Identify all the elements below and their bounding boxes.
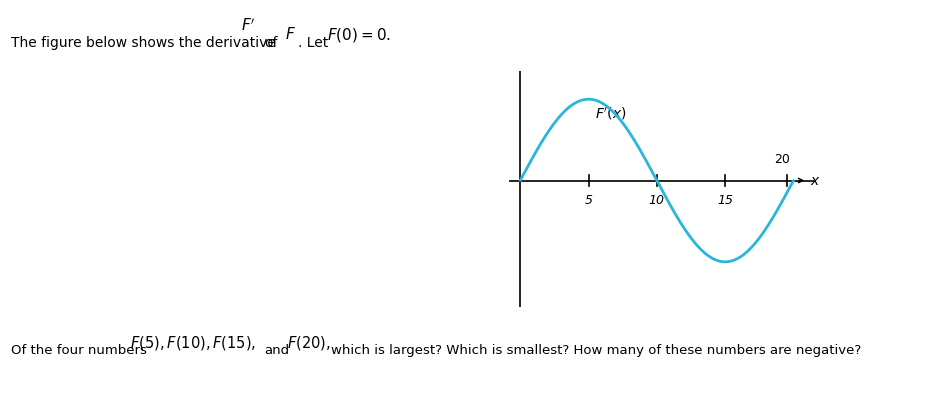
Text: and: and [265, 344, 289, 357]
Text: 20: 20 [775, 153, 790, 166]
Text: $F$: $F$ [285, 26, 296, 42]
Text: $F(5), F(10), F(15),$: $F(5), F(10), F(15),$ [130, 334, 257, 352]
Text: $x$: $x$ [810, 173, 821, 187]
Text: . Let: . Let [298, 36, 328, 50]
Text: The figure below shows the derivative: The figure below shows the derivative [11, 36, 276, 50]
Text: $F'(x)$: $F'(x)$ [595, 106, 627, 122]
Text: $F'$: $F'$ [241, 18, 255, 35]
Text: which is largest? Which is smallest? How many of these numbers are negative?: which is largest? Which is smallest? How… [331, 344, 862, 357]
Text: 5: 5 [585, 194, 592, 208]
Text: 15: 15 [717, 194, 733, 208]
Text: $F(20),$: $F(20),$ [287, 334, 330, 352]
Text: 10: 10 [649, 194, 664, 208]
Text: $F(0) = 0.$: $F(0) = 0.$ [327, 26, 390, 44]
Text: Of the four numbers: Of the four numbers [11, 344, 148, 357]
Text: of: of [265, 36, 278, 50]
